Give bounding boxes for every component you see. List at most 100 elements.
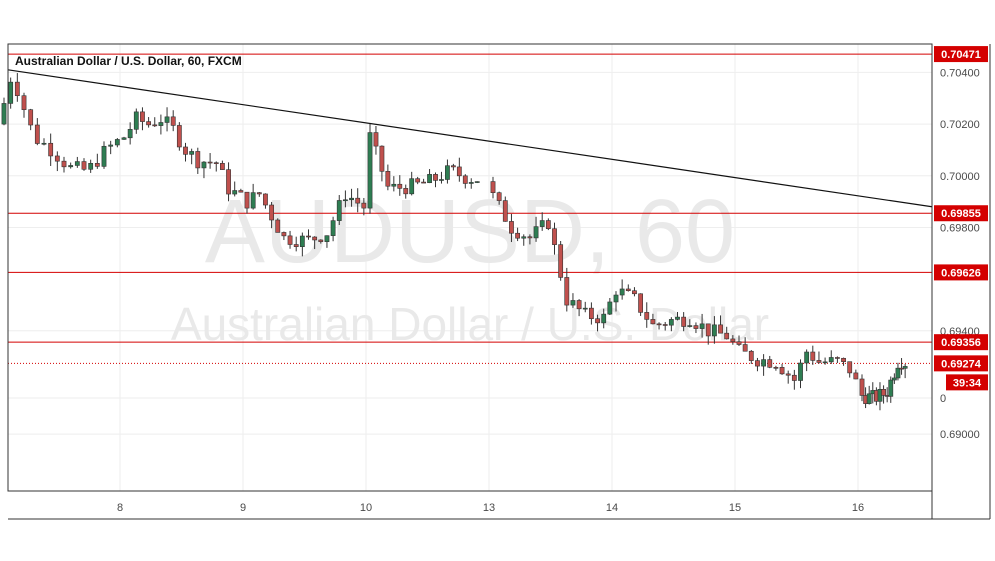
candle-body	[509, 221, 514, 234]
candle-body	[421, 181, 427, 184]
candle-body	[828, 357, 834, 363]
candle-body	[705, 323, 711, 337]
candle-body	[152, 124, 158, 127]
candle-body	[250, 192, 256, 209]
candle-body	[373, 132, 379, 147]
candle-body	[656, 323, 662, 326]
candle-body	[607, 301, 613, 315]
watermark-symbol: AUDUSD, 60	[205, 182, 735, 282]
horizontal-levels	[8, 53, 932, 364]
chart-title: Australian Dollar / U.S. Dollar, 60, FXC…	[15, 54, 242, 68]
candle-body	[403, 188, 409, 195]
candle-body	[74, 161, 80, 166]
candle-body	[558, 244, 564, 278]
candles	[1, 73, 908, 411]
candle-body	[521, 236, 527, 239]
candle-body	[687, 325, 693, 327]
candle-body	[88, 163, 94, 170]
candle-body	[189, 151, 195, 155]
candle-body	[681, 316, 687, 327]
candle-body	[269, 204, 274, 221]
candle-body	[324, 235, 330, 242]
candle-body	[330, 220, 336, 236]
candle-body	[41, 142, 47, 145]
candle-body	[798, 362, 803, 381]
candle-body	[8, 81, 14, 104]
candle-body	[433, 174, 438, 181]
candle-body	[804, 351, 810, 364]
candle-body	[306, 235, 311, 238]
candle-body	[385, 171, 391, 187]
candle-body	[767, 359, 773, 368]
candle-body	[170, 116, 176, 126]
candle-body	[785, 373, 791, 376]
candle-body	[724, 332, 730, 340]
candle-body	[361, 202, 367, 209]
candle-body	[822, 361, 828, 364]
candle-body	[415, 178, 421, 183]
x-tick-label: 10	[360, 502, 372, 514]
candle-body	[638, 293, 643, 313]
candle-body	[121, 137, 127, 140]
candle-body	[195, 151, 201, 169]
candle-body	[263, 193, 268, 206]
y-tick-label: 0.69000	[940, 429, 980, 441]
candle-body	[318, 239, 324, 242]
candle-body	[409, 178, 415, 195]
candle-body	[570, 300, 576, 306]
price-badges: 0.70471 0.69855 0.69626 0.69356 0.69274 39:34	[934, 46, 988, 391]
x-axis[interactable]: 8 9 10 13 14 15 16	[117, 502, 864, 514]
x-tick-label: 13	[483, 502, 495, 514]
candle-body	[61, 160, 67, 168]
candle-body	[462, 175, 468, 184]
candle-body	[834, 357, 840, 359]
candle-body	[841, 357, 846, 362]
candle-body	[114, 139, 120, 146]
candle-body	[888, 379, 894, 397]
candle-body	[21, 95, 27, 110]
candle-body	[220, 163, 225, 170]
candle-body	[140, 111, 145, 122]
x-tick-label: 9	[240, 502, 246, 514]
level-badge-bg	[934, 334, 988, 351]
candle-body	[502, 200, 508, 222]
candle-body	[468, 182, 474, 184]
countdown-badge: 39:34	[953, 377, 982, 389]
candle-body	[902, 366, 908, 369]
candle-body	[81, 161, 87, 170]
candle-body	[176, 125, 182, 148]
level-badge-bg	[934, 264, 988, 281]
candle-body	[779, 367, 785, 375]
candle-body	[146, 121, 151, 126]
candle-body	[133, 111, 139, 130]
candle-body	[14, 81, 20, 97]
candle-body	[293, 244, 299, 247]
candle-body	[281, 232, 287, 237]
candle-body	[736, 341, 742, 345]
candle-body	[108, 144, 114, 147]
candle-body	[226, 169, 231, 195]
x-tick-label: 14	[606, 502, 618, 514]
level-badge: 0.69356	[941, 337, 981, 349]
candle-body	[127, 129, 133, 139]
candle-body	[94, 163, 100, 167]
candle-body	[450, 165, 456, 168]
candle-body	[515, 232, 520, 239]
candle-body	[287, 235, 293, 245]
grid-layer	[8, 44, 932, 491]
candle-body	[588, 307, 594, 320]
candle-body	[755, 360, 760, 367]
y-tick-label: 0.69800	[940, 222, 980, 234]
candle-body	[693, 325, 699, 329]
candle-body	[54, 155, 60, 162]
candle-body	[490, 181, 496, 194]
candle-body	[662, 324, 668, 326]
candle-body	[28, 109, 34, 126]
candle-body	[601, 313, 607, 324]
trendline	[7, 69, 933, 208]
candle-body	[545, 220, 551, 229]
candle-body	[336, 200, 342, 221]
candle-body	[810, 351, 816, 361]
